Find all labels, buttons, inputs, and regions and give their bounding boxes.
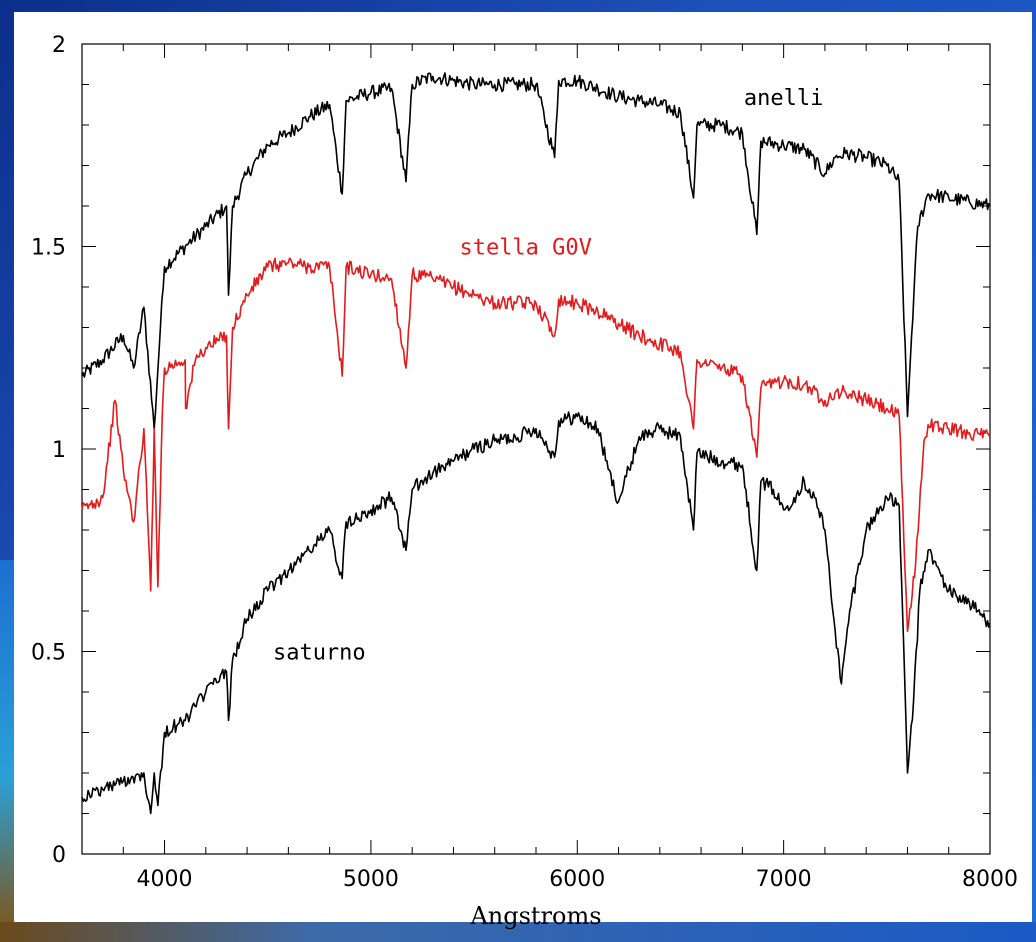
series-lines bbox=[81, 72, 991, 815]
plot-border bbox=[81, 43, 991, 855]
series-label-0: anelli bbox=[744, 86, 823, 111]
background-decoration-bottom bbox=[0, 922, 1036, 942]
x-tick-label: 6000 bbox=[549, 867, 605, 892]
series-label-1: stella G0V bbox=[459, 236, 591, 261]
series-labels: anelli stella G0V saturno bbox=[273, 86, 823, 666]
series-line-1 bbox=[81, 257, 991, 633]
axis-tick-labels: 4000 5000 6000 7000 8000 0 0.5 1 1.5 2 bbox=[31, 33, 1018, 892]
x-tick-label: 8000 bbox=[962, 867, 1018, 892]
plot-frame bbox=[81, 43, 991, 855]
x-tick-label: 7000 bbox=[756, 867, 812, 892]
y-tick-label: 2 bbox=[52, 33, 66, 58]
y-tick-label: 0.5 bbox=[31, 641, 66, 666]
series-line-2 bbox=[81, 411, 991, 815]
y-tick-label: 1 bbox=[52, 438, 66, 463]
background-decoration bbox=[0, 560, 14, 922]
y-tick-label: 1.5 bbox=[31, 236, 66, 261]
series-label-2: saturno bbox=[273, 641, 366, 666]
x-tick-label: 5000 bbox=[343, 867, 399, 892]
plot-panel bbox=[14, 12, 1032, 922]
y-tick-label: 0 bbox=[52, 843, 66, 868]
x-tick-label: 4000 bbox=[137, 867, 193, 892]
axis-ticks bbox=[81, 43, 991, 855]
x-axis-title: Angstroms bbox=[469, 902, 601, 930]
series-line-0 bbox=[81, 72, 991, 430]
